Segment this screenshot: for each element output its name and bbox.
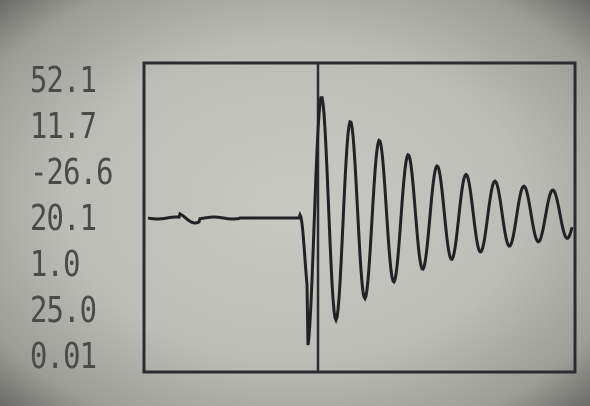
reading: 11.7: [30, 106, 97, 147]
reading: 52.1: [30, 60, 97, 101]
reading: 25.0: [30, 290, 97, 331]
readings-list: 52.1 11.7 -26.6 20.1 1.0 25.0 0.01: [30, 58, 133, 380]
plot-frame: [142, 61, 577, 374]
reading: -26.6: [30, 152, 114, 193]
reading: 20.1: [30, 198, 97, 239]
reading: 1.0: [30, 244, 80, 285]
waveform: [147, 95, 574, 346]
reading: 0.01: [30, 336, 97, 377]
